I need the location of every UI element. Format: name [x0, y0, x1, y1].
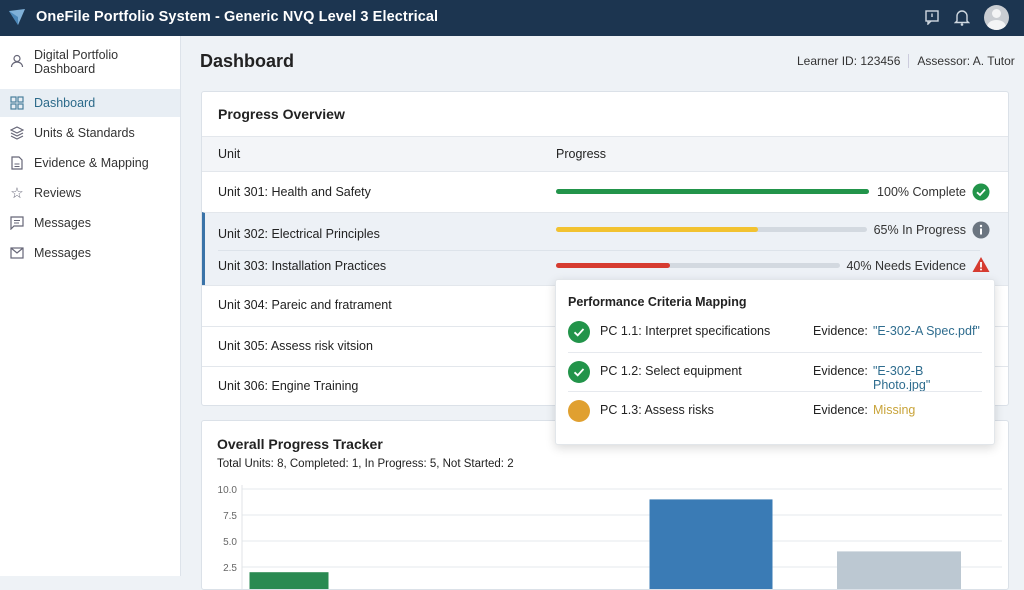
top-bar: OneFile Portfolio System - Generic NVQ L…	[0, 0, 1024, 36]
sidebar-item-label: Messages	[34, 216, 91, 230]
pc-row[interactable]: PC 1.1: Interpret specifications Evidenc…	[568, 313, 982, 351]
feedback-icon[interactable]	[924, 9, 940, 25]
evidence-link[interactable]: "E-302-A Spec.pdf"	[873, 324, 980, 338]
progress-bar	[556, 263, 840, 268]
check-circle-icon	[568, 361, 590, 383]
mail-icon	[0, 247, 34, 259]
learner-id: Learner ID: 123456	[797, 54, 901, 68]
tracker-summary: Total Units: 8, Completed: 1, In Progres…	[217, 458, 514, 470]
progress-bar	[556, 227, 867, 232]
layers-icon	[0, 126, 34, 140]
chat-icon	[0, 216, 34, 230]
progress-fill	[556, 189, 869, 194]
y-tick-label: 2.5	[223, 563, 237, 574]
app-title: OneFile Portfolio System - Generic NVQ L…	[36, 9, 439, 25]
bar-chart: 2.5 5.0 7.5 10.0	[218, 485, 1002, 590]
unit-name: Unit 305: Assess risk vitsion	[218, 339, 373, 353]
progress-overview-card: Progress Overview Unit Progress Unit 301…	[201, 91, 1009, 406]
sidebar: Digital Portfolio Dashboard Dashboard Un…	[0, 36, 181, 576]
check-circle-icon	[568, 321, 590, 343]
card-title: Progress Overview	[218, 106, 345, 122]
avatar[interactable]	[984, 5, 1009, 30]
unit-name: Unit 301: Health and Safety	[218, 185, 371, 199]
column-header-unit: Unit	[218, 147, 241, 161]
pending-circle-icon	[568, 400, 590, 422]
table-row[interactable]: Unit 301: Health and Safety 100% Complet…	[202, 171, 1008, 212]
sidebar-item-messages[interactable]: Messages	[0, 209, 180, 237]
sidebar-item-reviews[interactable]: ☆ Reviews	[0, 179, 180, 207]
evidence-label: Evidence:	[813, 364, 868, 378]
y-tick-label: 7.5	[223, 511, 237, 522]
bar-2[interactable]	[649, 499, 773, 590]
unit-name: Unit 306: Engine Training	[218, 379, 359, 393]
bar-0[interactable]	[249, 572, 329, 590]
card-title: Overall Progress Tracker	[217, 436, 383, 452]
pc-label: PC 1.1: Interpret specifications	[600, 324, 771, 338]
table-header: Unit Progress	[202, 136, 1008, 171]
sidebar-profile[interactable]: Digital Portfolio Dashboard	[0, 48, 180, 80]
evidence-link[interactable]: "E-302-B Photo.jpg"	[873, 364, 931, 392]
sidebar-item-label: Evidence & Mapping	[34, 156, 149, 170]
grid-icon	[0, 96, 34, 110]
pc-mapping-popover: Performance Criteria Mapping PC 1.1: Int…	[555, 279, 995, 445]
evidence-link[interactable]: Missing	[873, 403, 916, 417]
evidence-label: Evidence:	[813, 403, 868, 417]
sidebar-item-dashboard[interactable]: Dashboard	[0, 89, 180, 117]
document-icon	[0, 156, 34, 170]
unit-name: Unit 304: Pareic and fratrament	[218, 298, 392, 312]
progress-tracker-card: Overall Progress Tracker Total Units: 8,…	[201, 420, 1009, 590]
warning-icon	[972, 257, 990, 272]
status-text: 65% In Progress	[873, 223, 966, 237]
divider	[218, 250, 980, 251]
pc-label: PC 1.3: Assess risks	[600, 403, 714, 417]
pc-label: PC 1.2: Select equipment	[600, 364, 742, 378]
progress-fill	[556, 263, 670, 268]
y-tick-label: 5.0	[223, 537, 237, 548]
sidebar-item-mail[interactable]: Messages	[0, 239, 180, 267]
sidebar-profile-label: Digital Portfolio Dashboard	[34, 48, 119, 76]
evidence-label: Evidence:	[813, 324, 868, 338]
popover-title: Performance Criteria Mapping	[568, 295, 747, 309]
pc-row[interactable]: PC 1.2: Select equipment Evidence: "E-30…	[568, 352, 982, 392]
table-row-group-selected[interactable]: Unit 302: Electrical Principles 65% In P…	[202, 212, 1008, 285]
progress-bar	[556, 189, 869, 194]
star-icon: ☆	[10, 185, 24, 202]
sidebar-item-label: Units & Standards	[34, 126, 135, 140]
divider	[908, 54, 910, 68]
sidebar-item-evidence[interactable]: Evidence & Mapping	[0, 149, 180, 177]
logo-icon	[9, 9, 25, 25]
sidebar-item-label: Reviews	[34, 186, 82, 200]
status-text: 100% Complete	[877, 185, 966, 199]
column-header-progress: Progress	[556, 147, 607, 161]
sidebar-item-label: Messages	[34, 246, 91, 260]
unit-name: Unit 303: Installation Practices	[218, 259, 387, 273]
bar-3[interactable]	[837, 551, 961, 590]
status-text: 40% Needs Evidence	[846, 259, 966, 273]
check-circle-icon	[972, 183, 990, 201]
y-tick-label: 10.0	[218, 485, 238, 496]
info-icon	[972, 221, 990, 239]
sidebar-item-label: Dashboard	[34, 96, 96, 110]
pc-row[interactable]: PC 1.3: Assess risks Evidence: Missing	[568, 391, 982, 429]
assessor-name: Assessor: A. Tutor	[917, 54, 1015, 68]
user-icon	[0, 48, 34, 68]
progress-fill	[556, 227, 759, 232]
sidebar-item-units[interactable]: Units & Standards	[0, 119, 180, 147]
bell-icon[interactable]	[954, 9, 970, 26]
page-title: Dashboard	[200, 51, 295, 71]
unit-name: Unit 302: Electrical Principles	[218, 227, 380, 241]
